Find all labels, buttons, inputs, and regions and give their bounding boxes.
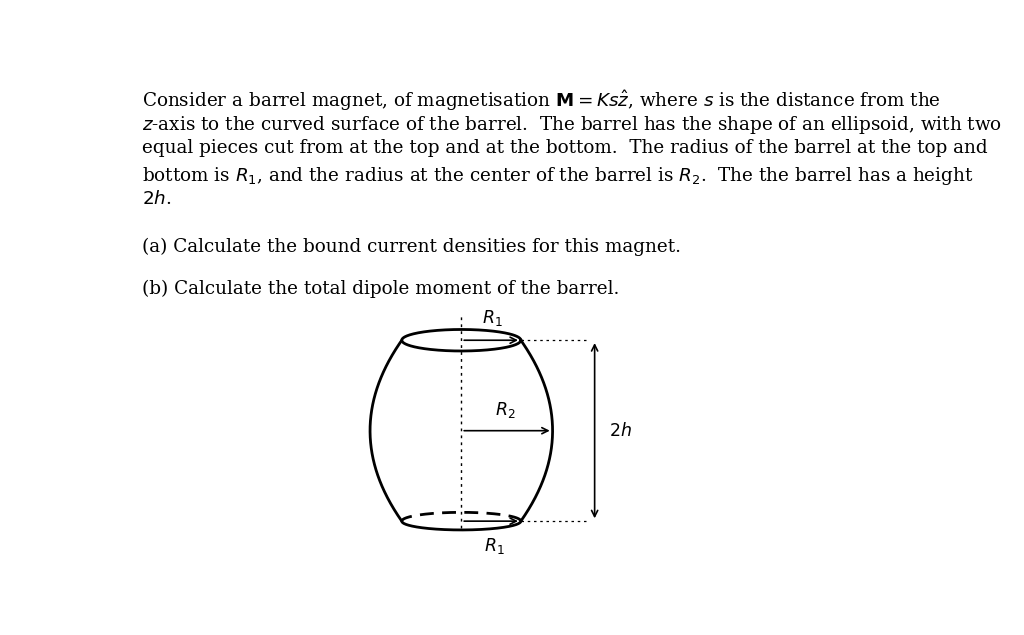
Text: (a) Calculate the bound current densities for this magnet.: (a) Calculate the bound current densitie…	[142, 237, 681, 256]
Text: $R_1$: $R_1$	[482, 308, 503, 328]
Text: (b) Calculate the total dipole moment of the barrel.: (b) Calculate the total dipole moment of…	[142, 280, 620, 298]
Text: $2h$: $2h$	[609, 422, 632, 439]
Text: $2h$.: $2h$.	[142, 190, 172, 208]
Text: $R_1$: $R_1$	[483, 536, 505, 556]
Text: Consider a barrel magnet, of magnetisation $\mathbf{M} = Ks\hat{z}$, where $s$ i: Consider a barrel magnet, of magnetisati…	[142, 88, 941, 113]
Text: $R_2$: $R_2$	[495, 400, 515, 420]
Text: $z$-axis to the curved surface of the barrel.  The barrel has the shape of an el: $z$-axis to the curved surface of the ba…	[142, 114, 1002, 136]
Text: bottom is $R_1$, and the radius at the center of the barrel is $R_2$.  The the b: bottom is $R_1$, and the radius at the c…	[142, 164, 974, 187]
Text: equal pieces cut from at the top and at the bottom.  The radius of the barrel at: equal pieces cut from at the top and at …	[142, 139, 988, 157]
